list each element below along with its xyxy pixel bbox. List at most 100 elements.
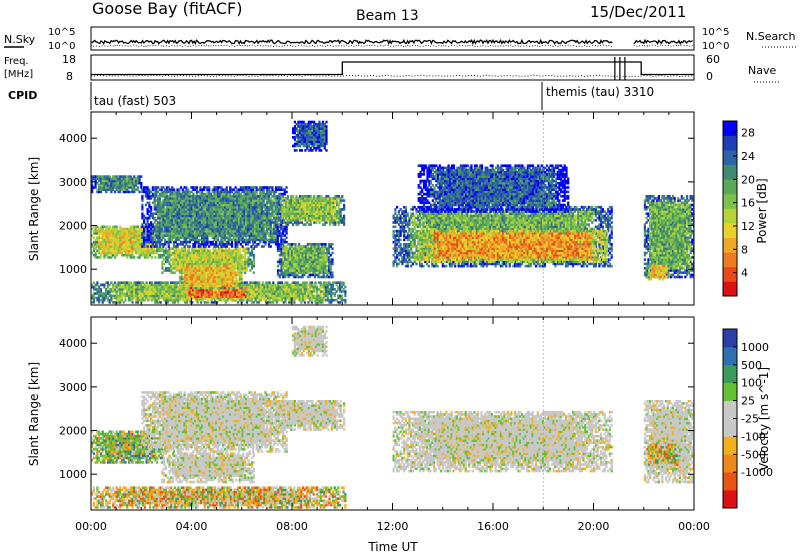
power-cell — [133, 294, 136, 298]
power-cell — [237, 258, 240, 261]
power-cell — [108, 175, 111, 178]
power-cell — [119, 283, 122, 287]
power-cell — [271, 219, 274, 222]
power-cell — [238, 225, 241, 229]
power-cell — [101, 179, 104, 183]
power-cell — [136, 247, 139, 250]
power-cell — [159, 301, 162, 304]
power-cell — [192, 199, 195, 202]
power-cell — [337, 296, 340, 300]
power-cell — [211, 232, 214, 235]
power-cell — [257, 199, 260, 202]
power-cell — [242, 249, 245, 253]
power-cell — [166, 290, 169, 293]
power-cell — [124, 190, 127, 194]
power-cell — [179, 221, 183, 224]
power-cell — [238, 240, 241, 244]
power-cell — [168, 269, 171, 272]
power-cell — [122, 177, 125, 181]
power-cell — [183, 288, 186, 292]
power-cell — [229, 264, 233, 268]
power-cell — [227, 295, 230, 298]
power-cell — [183, 240, 186, 244]
power-cell — [160, 190, 163, 194]
power-cell — [255, 199, 258, 202]
power-cell — [266, 223, 269, 226]
power-cell — [185, 221, 188, 224]
power-cell — [241, 190, 244, 194]
power-cell — [215, 219, 218, 222]
power-cell — [126, 256, 129, 259]
power-cell — [237, 283, 240, 287]
power-cell — [213, 234, 216, 237]
power-cell — [145, 253, 148, 257]
power-cell — [133, 186, 136, 189]
power-cell — [197, 199, 200, 202]
power-cell — [179, 195, 183, 198]
power-cell — [239, 216, 242, 220]
power-cell — [129, 288, 132, 291]
power-cell — [198, 267, 201, 270]
power-cell — [238, 190, 241, 194]
power-cell — [259, 197, 262, 200]
power-cell — [133, 240, 136, 244]
power-cell — [310, 296, 313, 300]
power-cell — [146, 195, 149, 198]
power-cell — [223, 232, 227, 235]
power-cell — [162, 229, 165, 233]
power-cell — [188, 295, 191, 298]
power-cell — [230, 203, 234, 207]
power-cell — [165, 223, 169, 226]
power-cell — [117, 247, 120, 250]
power-cell — [185, 205, 188, 209]
power-cell — [117, 251, 120, 255]
power-cell — [331, 283, 335, 287]
power-cell — [194, 236, 197, 239]
power-cell — [122, 190, 125, 194]
power-cell — [153, 245, 156, 248]
power-cell — [211, 216, 214, 220]
power-cell — [133, 227, 136, 231]
power-cell — [213, 221, 216, 224]
power-cell — [218, 229, 221, 233]
power-cell — [143, 221, 146, 224]
power-cell — [164, 292, 168, 295]
power-cell — [276, 243, 279, 246]
nsearch-trace — [90, 44, 613, 48]
power-cell — [233, 267, 236, 270]
power-cell — [238, 210, 241, 213]
power-cell — [148, 240, 151, 244]
power-cell — [229, 227, 232, 231]
power-cell — [269, 234, 272, 237]
power-cell — [205, 277, 208, 281]
power-cell — [159, 253, 162, 257]
power-cell — [212, 247, 215, 250]
power-cell — [199, 214, 202, 218]
power-cell — [154, 294, 157, 298]
power-cell — [105, 177, 108, 181]
power-cell — [271, 208, 274, 211]
power-cell — [174, 227, 177, 231]
power-cell — [328, 301, 331, 304]
power-cell — [187, 264, 190, 268]
power-cell — [155, 205, 158, 209]
power-cell — [182, 282, 185, 285]
power-cell — [252, 232, 255, 235]
power-cell — [245, 188, 248, 191]
power-cell — [192, 192, 195, 196]
power-cell — [209, 232, 212, 235]
power-cell — [232, 214, 235, 218]
power-cell — [148, 210, 151, 213]
power-cell — [115, 294, 118, 298]
power-cell — [230, 205, 234, 209]
power-cell — [249, 260, 252, 264]
power-cell — [185, 192, 188, 196]
power-cell — [112, 175, 115, 178]
power-cell — [141, 243, 144, 246]
power-cell — [219, 275, 222, 279]
power-cell — [180, 277, 183, 281]
power-cell — [196, 264, 199, 268]
power-cell — [340, 285, 343, 289]
power-cell — [115, 292, 118, 295]
power-cell — [262, 245, 265, 248]
